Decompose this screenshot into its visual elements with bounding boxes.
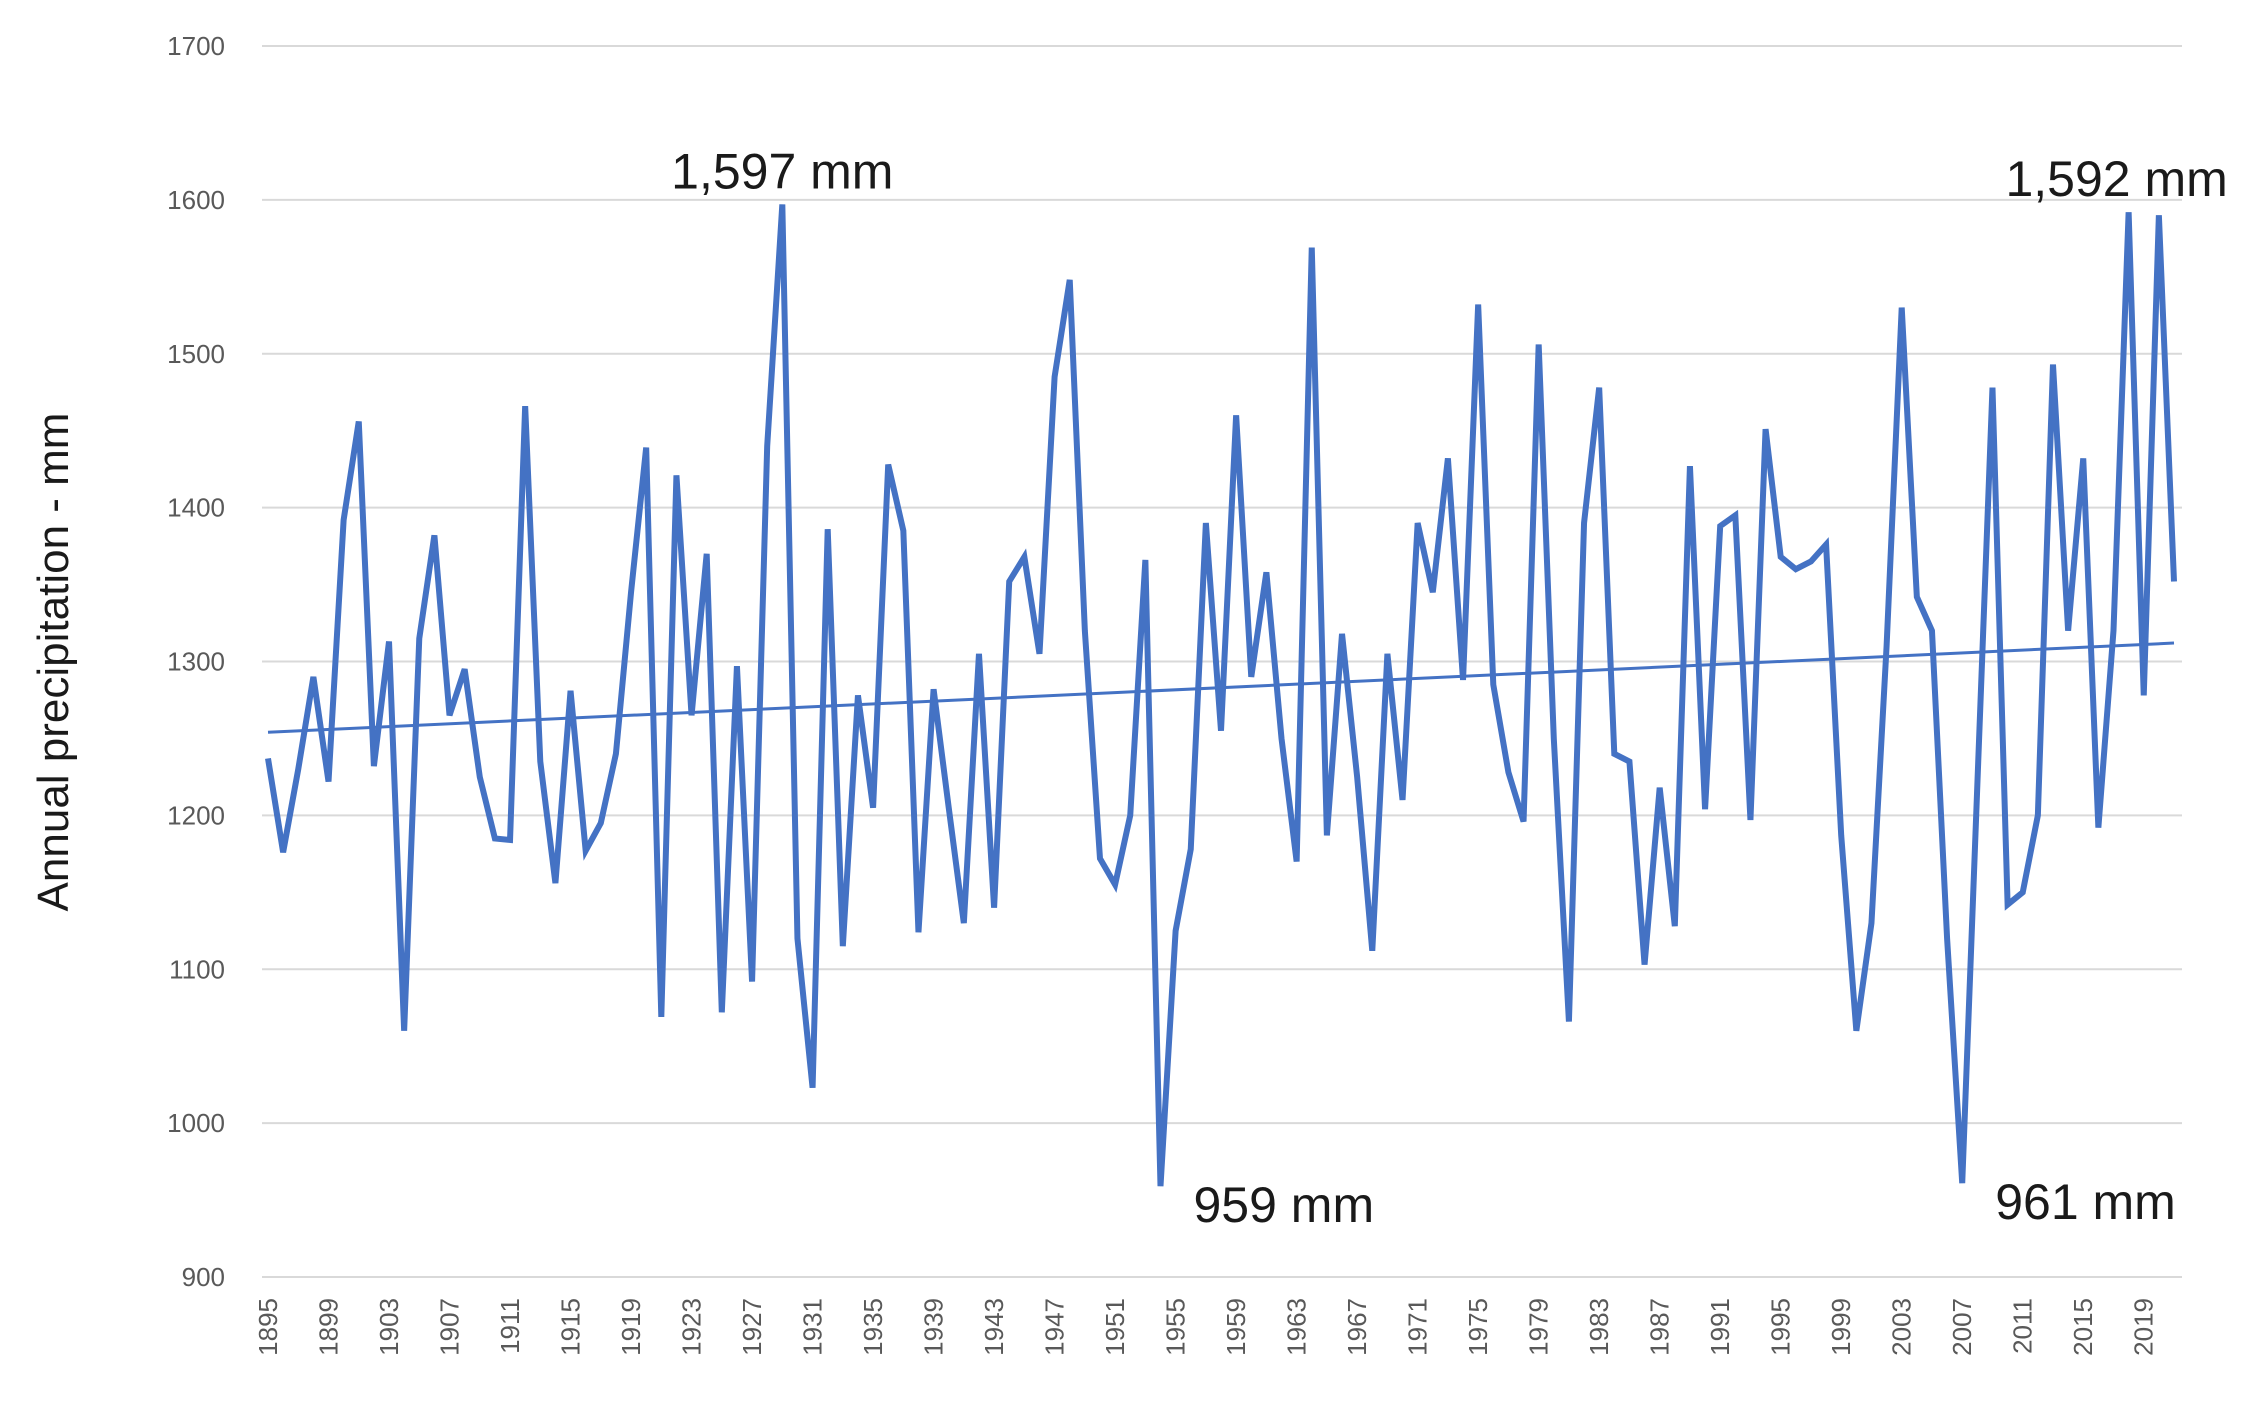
x-tick-label: 1999 [1826,1298,1856,1356]
x-tick-label: 1919 [616,1298,646,1356]
x-tick-label: 1975 [1463,1298,1493,1356]
x-tick-label: 2007 [1947,1298,1977,1356]
precipitation-line [265,204,2177,1187]
y-tick-label: 900 [182,1262,225,1292]
x-tick-label: 1923 [677,1298,707,1356]
annotations: 1,597 mm 1,592 mm 959 mm 961 mm [671,143,2228,1233]
x-tick-label: 1963 [1282,1298,1312,1356]
x-tick-label: 2003 [1887,1298,1917,1356]
x-tick-label: 1899 [314,1298,344,1356]
x-tick-label: 2015 [2068,1298,2098,1356]
x-tick-label: 1895 [253,1298,283,1356]
x-tick-label: 2011 [2008,1298,2038,1354]
y-tick-label: 1200 [167,800,225,830]
x-tick-label: 1915 [556,1298,586,1356]
y-axis-ticks: 900 1000 1100 1200 1300 1400 1500 1600 1700 [167,31,225,1292]
x-tick-label: 1955 [1161,1298,1191,1356]
y-tick-label: 1300 [167,647,225,677]
x-tick-label: 1951 [1100,1298,1130,1356]
y-axis-title: Annual precipitation - mm [29,413,78,912]
x-tick-label: 1911 [495,1298,525,1354]
x-tick-label: 1995 [1766,1298,1796,1356]
x-tick-label: 1979 [1524,1298,1554,1356]
annotation-label: 1,592 mm [2005,151,2227,207]
x-tick-label: 1971 [1403,1298,1433,1356]
x-tick-label: 1903 [374,1298,404,1356]
x-tick-label: 1987 [1645,1298,1675,1356]
trend-line [267,641,2175,734]
annotation-label: 1,597 mm [671,143,893,199]
annotation-label: 961 mm [1995,1174,2176,1230]
x-tick-label: 1907 [435,1298,465,1356]
y-tick-label: 1400 [167,493,225,523]
x-tick-label: 1939 [919,1298,949,1356]
x-tick-label: 2019 [2129,1298,2159,1356]
x-tick-label: 1927 [737,1298,767,1356]
y-tick-label: 1500 [167,339,225,369]
x-tick-label: 1935 [858,1298,888,1356]
x-axis-ticks: 1895 1899 1903 1907 1911 1915 1919 1923 1927 1931… [253,1298,2159,1356]
y-tick-label: 1600 [167,185,225,215]
y-tick-label: 1700 [167,31,225,61]
x-tick-label: 1967 [1342,1298,1372,1356]
y-tick-label: 1100 [169,954,225,984]
x-tick-label: 1983 [1584,1298,1614,1356]
x-tick-label: 1931 [798,1298,828,1356]
x-tick-label: 1943 [979,1298,1009,1356]
x-tick-label: 1991 [1705,1298,1735,1356]
y-tick-label: 1000 [167,1108,225,1138]
annotation-label: 959 mm [1193,1177,1374,1233]
series-group [265,204,2177,1187]
x-tick-label: 1947 [1040,1298,1070,1356]
x-tick-label: 1959 [1221,1298,1251,1356]
